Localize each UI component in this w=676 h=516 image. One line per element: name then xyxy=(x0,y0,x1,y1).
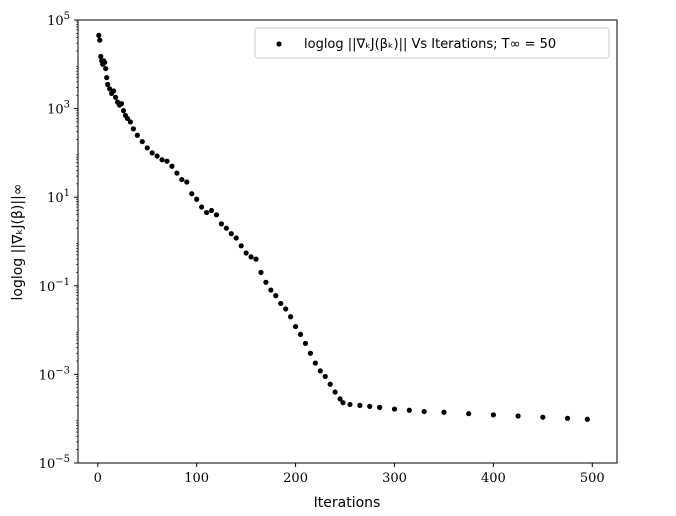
data-point xyxy=(127,119,134,125)
data-point xyxy=(288,314,294,320)
data-point xyxy=(97,37,103,43)
data-point xyxy=(102,59,108,66)
data-point xyxy=(332,389,338,395)
data-point xyxy=(243,250,249,256)
data-point xyxy=(248,254,254,260)
data-point xyxy=(169,163,175,169)
data-point xyxy=(174,170,180,176)
data-point xyxy=(327,381,333,387)
legend-marker xyxy=(276,41,282,47)
data-point xyxy=(273,293,279,299)
data-point xyxy=(203,209,210,216)
data-point xyxy=(139,138,145,145)
data-point xyxy=(154,153,160,159)
data-point xyxy=(149,150,155,156)
data-point xyxy=(233,235,239,241)
data-point xyxy=(377,404,383,410)
legend-box xyxy=(254,27,610,59)
data-point xyxy=(490,412,496,418)
y-tick-label: 103 xyxy=(47,100,70,118)
x-tick-label: 500 xyxy=(580,471,605,486)
data-point xyxy=(130,126,136,132)
data-point xyxy=(340,400,346,406)
data-point xyxy=(228,231,234,237)
data-point xyxy=(347,401,353,408)
data-point xyxy=(134,132,140,138)
data-point xyxy=(322,373,328,380)
data-point xyxy=(107,86,113,92)
data-point xyxy=(278,300,284,307)
data-point xyxy=(337,396,343,402)
data-point xyxy=(312,360,318,366)
y-axis: 10−5 10−3 10−1 101 103 105 xyxy=(39,11,78,472)
data-point xyxy=(263,279,269,285)
y-tick-label: 101 xyxy=(47,188,70,206)
data-point xyxy=(564,415,571,421)
x-axis-label: Iterations xyxy=(314,495,381,511)
data-point xyxy=(104,75,110,81)
data-point xyxy=(208,207,215,214)
data-point xyxy=(253,256,259,262)
data-point xyxy=(317,368,323,374)
data-point xyxy=(103,65,109,72)
data-point xyxy=(144,145,150,151)
data-point xyxy=(441,409,447,415)
data-point xyxy=(159,157,165,163)
y-tick-label: 10−5 xyxy=(39,454,70,472)
data-point xyxy=(189,191,195,197)
data-point xyxy=(194,196,200,202)
y-tick-label: 10−3 xyxy=(39,365,70,383)
data-point xyxy=(96,32,102,38)
data-point xyxy=(391,406,398,412)
data-point xyxy=(307,350,314,356)
x-axis: 0 100 200 300 400 500 xyxy=(94,463,605,486)
data-point xyxy=(406,407,412,413)
data-point xyxy=(297,331,304,337)
data-points xyxy=(96,32,590,422)
data-point xyxy=(238,243,244,249)
data-point xyxy=(218,221,225,227)
data-point xyxy=(120,108,127,114)
legend-label: loglog ||∇ₖJ(βₖ)|| Vs Iterations; T∞ = 5… xyxy=(304,37,556,52)
data-point xyxy=(283,306,289,312)
data-point xyxy=(302,340,309,347)
data-point xyxy=(164,158,170,164)
data-point xyxy=(223,225,229,231)
data-point xyxy=(421,408,427,415)
data-point xyxy=(515,413,521,419)
data-point xyxy=(540,414,546,420)
data-point xyxy=(124,115,131,122)
y-tick-label: 105 xyxy=(47,11,70,29)
data-point xyxy=(105,81,111,88)
data-point xyxy=(111,88,117,94)
data-point xyxy=(184,179,190,185)
data-point xyxy=(179,176,185,183)
data-point xyxy=(213,212,220,218)
y-tick-label: 10−1 xyxy=(39,277,70,295)
x-tick-label: 300 xyxy=(382,471,407,486)
legend: loglog ||∇ₖJ(βₖ)|| Vs Iterations; T∞ = 5… xyxy=(254,27,610,59)
y-axis-label: loglog ||∇ₖJ(β)||∞ xyxy=(10,184,26,301)
data-point xyxy=(357,402,363,408)
data-point xyxy=(584,416,590,422)
data-point xyxy=(112,94,119,100)
data-point xyxy=(98,53,104,60)
data-point xyxy=(199,204,205,210)
data-point xyxy=(466,411,472,417)
data-point xyxy=(292,323,299,330)
data-point xyxy=(118,100,125,107)
data-point xyxy=(367,403,373,409)
data-point xyxy=(258,269,264,276)
x-tick-label: 0 xyxy=(94,471,102,486)
data-point xyxy=(268,287,274,293)
plot-frame xyxy=(77,19,618,464)
x-tick-label: 400 xyxy=(481,471,506,486)
x-tick-label: 100 xyxy=(184,471,209,486)
x-tick-label: 200 xyxy=(283,471,308,486)
